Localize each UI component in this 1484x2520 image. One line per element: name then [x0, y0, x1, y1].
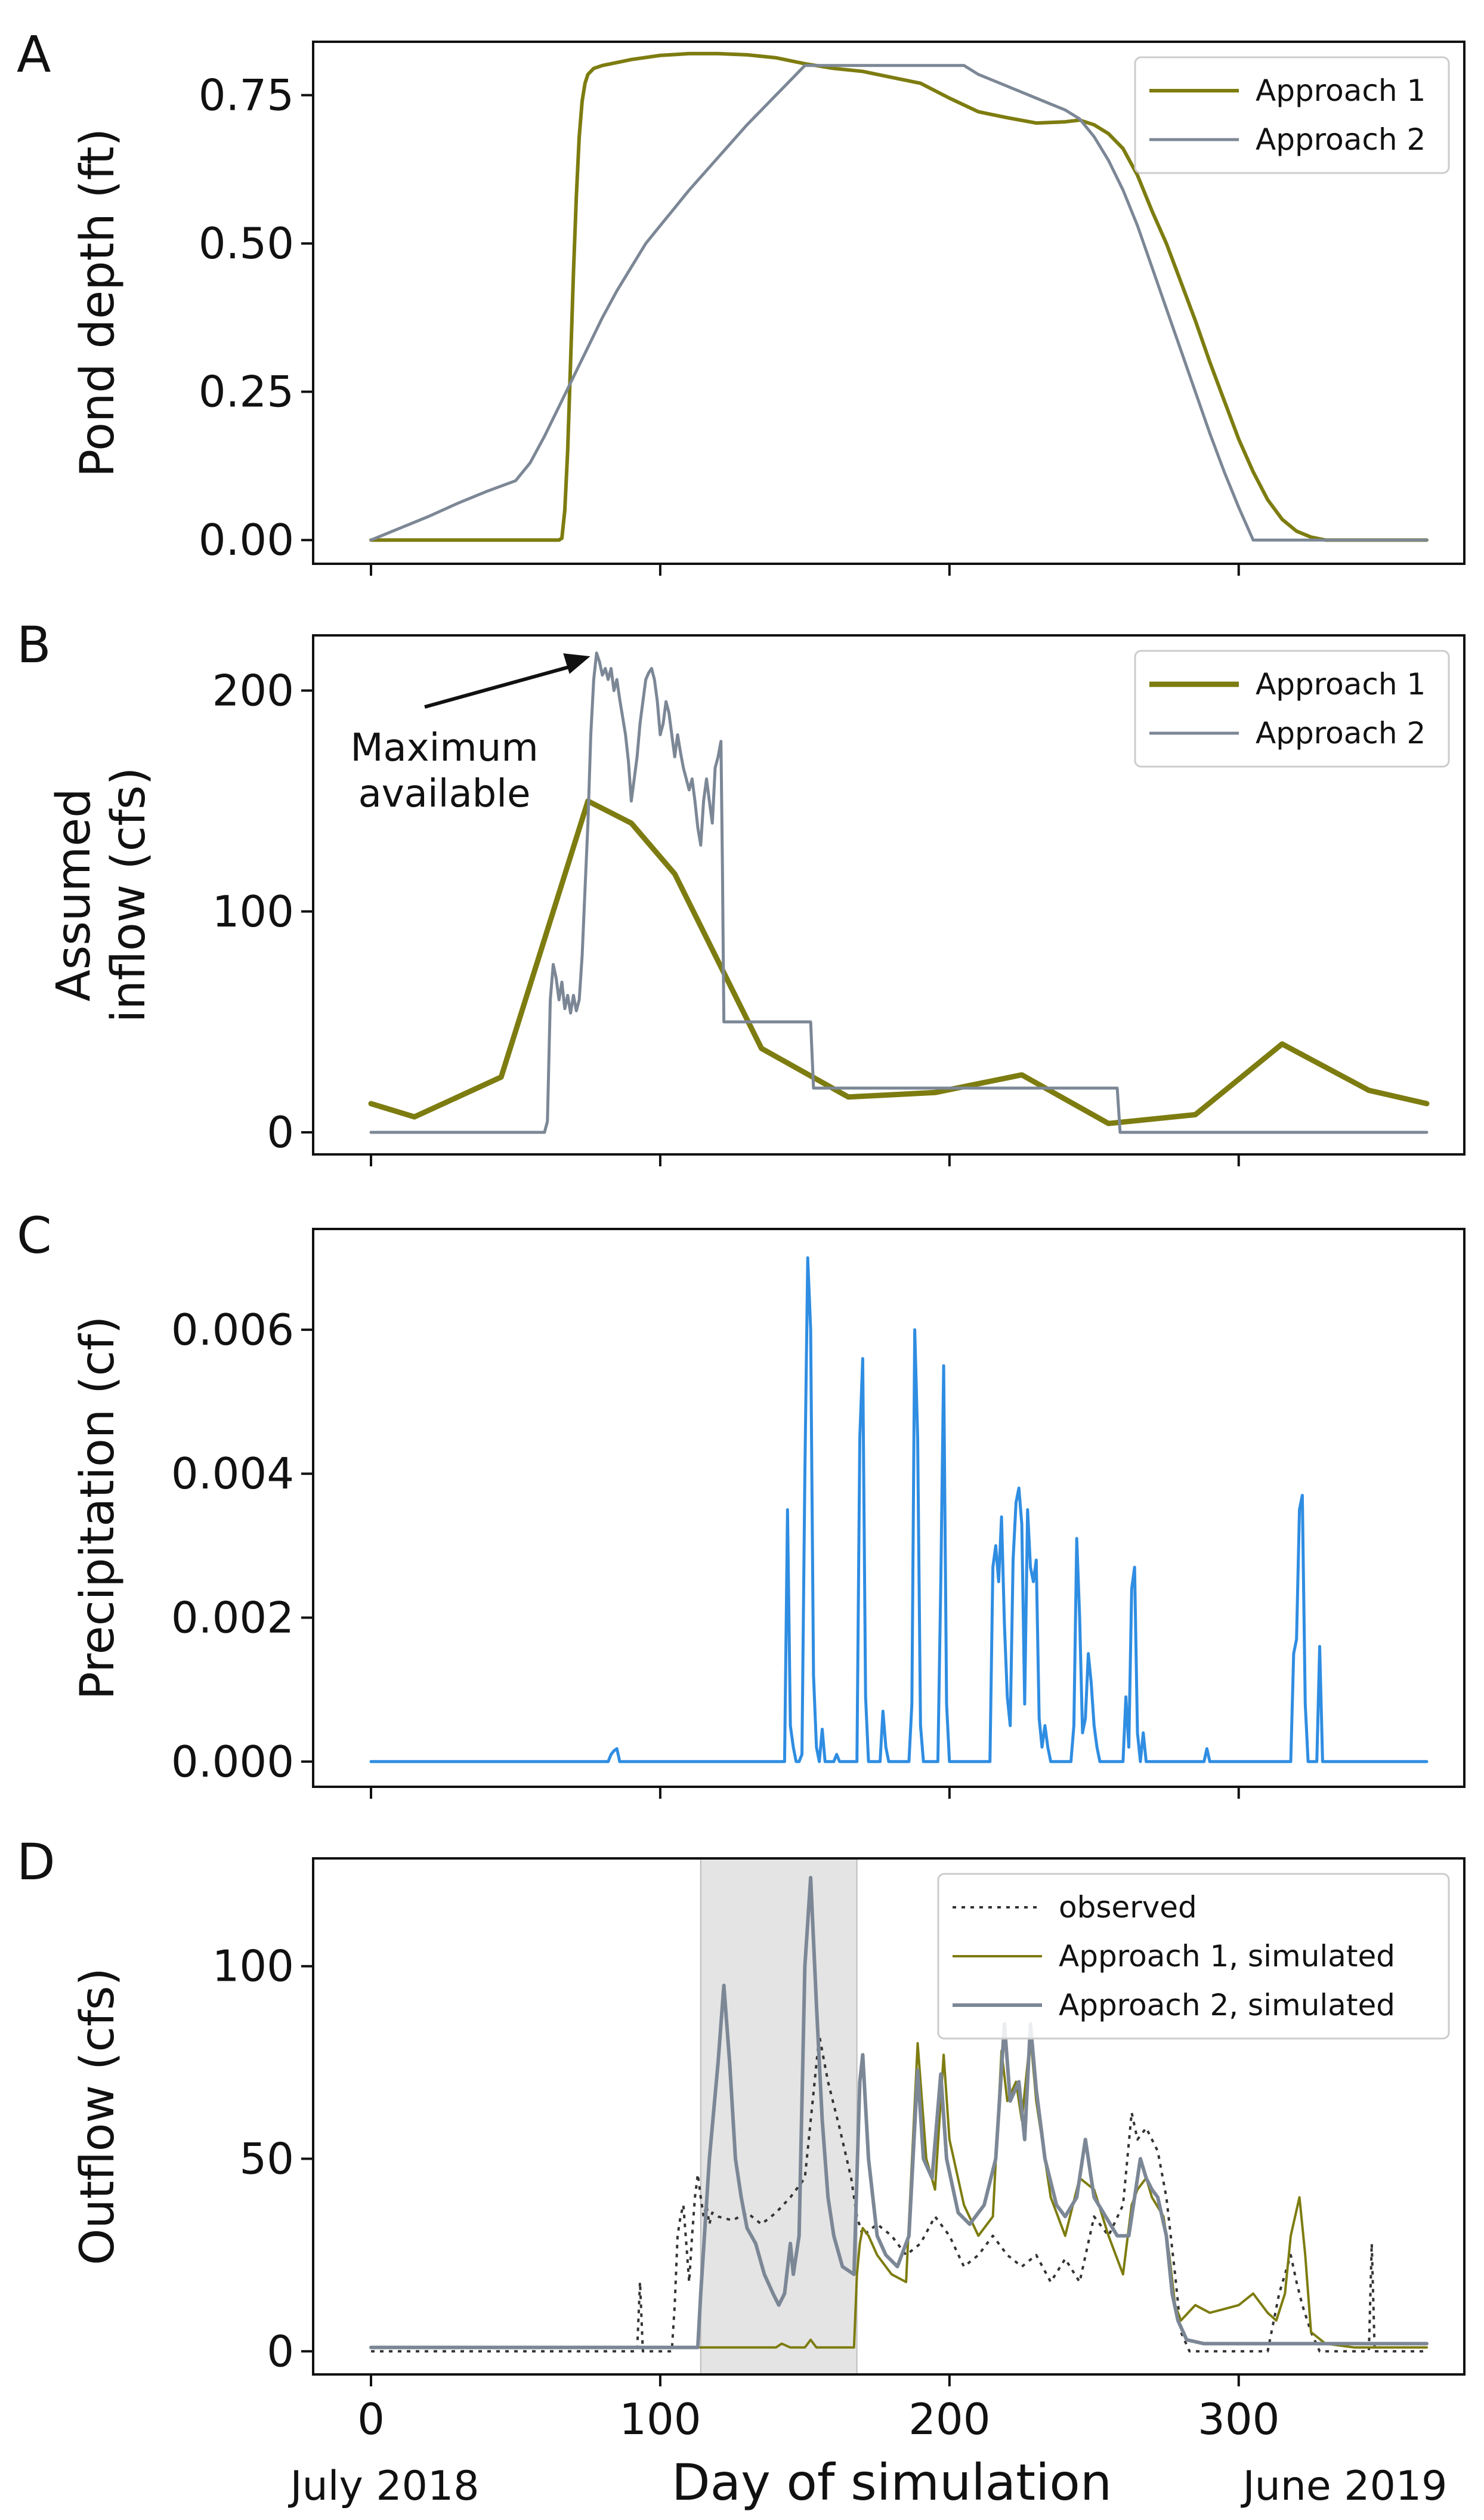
panel-letter: A: [17, 25, 51, 84]
series-line-observed: [371, 2034, 1427, 2353]
legend: observed Approach 1, simulated Approach 2,…: [937, 1873, 1450, 2040]
axes-frame: [312, 634, 1466, 1156]
annotation-arrow-head: [563, 653, 590, 674]
series-line-approach-1-simulated: [370, 2034, 1428, 2349]
y-tick-label: 100: [212, 1941, 294, 1991]
axes-frame: [312, 1228, 1466, 1788]
y-tick-label: 0.75: [199, 70, 294, 120]
series-line-precipitation: [369, 1256, 1429, 1764]
x-tick-label: 300: [1198, 2394, 1279, 2444]
series-line-approach-2: [369, 64, 1429, 542]
axes-frame: [312, 1857, 1466, 2376]
legend-label: Approach 2: [1256, 122, 1426, 157]
panel-letter: C: [17, 1206, 52, 1265]
y-tick-label: 0.50: [199, 218, 294, 268]
y-tick-label: 0.25: [199, 367, 294, 417]
y-tick-label: 0.002: [171, 1592, 294, 1642]
bottom-label-end: June 2019: [1241, 2463, 1448, 2510]
y-tick-label: 0.006: [171, 1305, 294, 1355]
bottom-label-start: July 2018: [288, 2463, 480, 2510]
series-line-approach-2: [369, 651, 1429, 1134]
annotation-text-line-2: available: [358, 772, 531, 816]
y-tick-label: 0: [267, 2326, 294, 2376]
legend-frame: [937, 1873, 1450, 2040]
legend-label: Approach 2, simulated: [1059, 1988, 1395, 2022]
legend-label: Approach 1: [1256, 73, 1426, 108]
panel-letter: B: [17, 616, 51, 674]
y-tick-label: 100: [212, 887, 294, 937]
x-tick-label: 200: [908, 2394, 990, 2444]
y-tick-label: 200: [212, 666, 294, 716]
x-axis-label: Day of simulation: [672, 2453, 1112, 2512]
y-tick-label: 0: [267, 1107, 294, 1157]
y-tick-label: 0.000: [171, 1737, 294, 1787]
axes-frame: [312, 41, 1466, 565]
y-axis-label: Pond depth (ft): [71, 128, 125, 477]
legend-label: observed: [1059, 1890, 1197, 1925]
y-tick-label: 50: [239, 2134, 294, 2184]
panel-letter: D: [17, 1833, 55, 1891]
panel-a: 0.00 0.25 0.50 0.75 A Pond depth (ft) Approach…: [17, 25, 1466, 576]
y-axis-label: Precipitation (cf): [71, 1316, 125, 1700]
legend-label: Approach 1, simulated: [1059, 1939, 1395, 1974]
y-axis-label-line-1: Assumed: [47, 788, 101, 1002]
annotation-text-line-1: Maximum: [350, 726, 538, 770]
y-axis-label-line-2: inflow (cfs): [102, 767, 156, 1023]
legend-label: Approach 2: [1256, 716, 1426, 751]
panel-b: 0 100 200 B Assumed inflow (cfs) Maximumavaila…: [17, 616, 1466, 1166]
shaded-window: [700, 1858, 858, 2375]
legend-label: Approach 1: [1256, 667, 1426, 702]
x-tick-label: 100: [619, 2394, 701, 2444]
series-line-approach-2-simulated: [369, 1876, 1429, 2349]
panel-d: 0 50 100 0 100 200 300 D Outflow (cfs) Day of sim…: [17, 1833, 1466, 2512]
legend-frame: [1134, 56, 1450, 174]
legend: Approach 1 Approach 2: [1134, 56, 1450, 174]
x-tick-label: 0: [357, 2394, 385, 2444]
legend: Approach 1 Approach 2: [1134, 650, 1450, 768]
legend-frame: [1134, 650, 1450, 768]
series-line-approach-1: [369, 51, 1429, 542]
y-axis-label: Outflow (cfs): [71, 1968, 125, 2265]
y-tick-label: 0.00: [199, 515, 294, 565]
series-line-approach-1: [368, 798, 1430, 1126]
y-tick-label: 0.004: [171, 1449, 294, 1499]
annotation-arrow-shaft: [424, 663, 578, 709]
panel-c: 0.000 0.002 0.004 0.006 C Precipitation (cf): [17, 1206, 1466, 1799]
y-axis-label: Assumed inflow (cfs): [47, 767, 156, 1023]
